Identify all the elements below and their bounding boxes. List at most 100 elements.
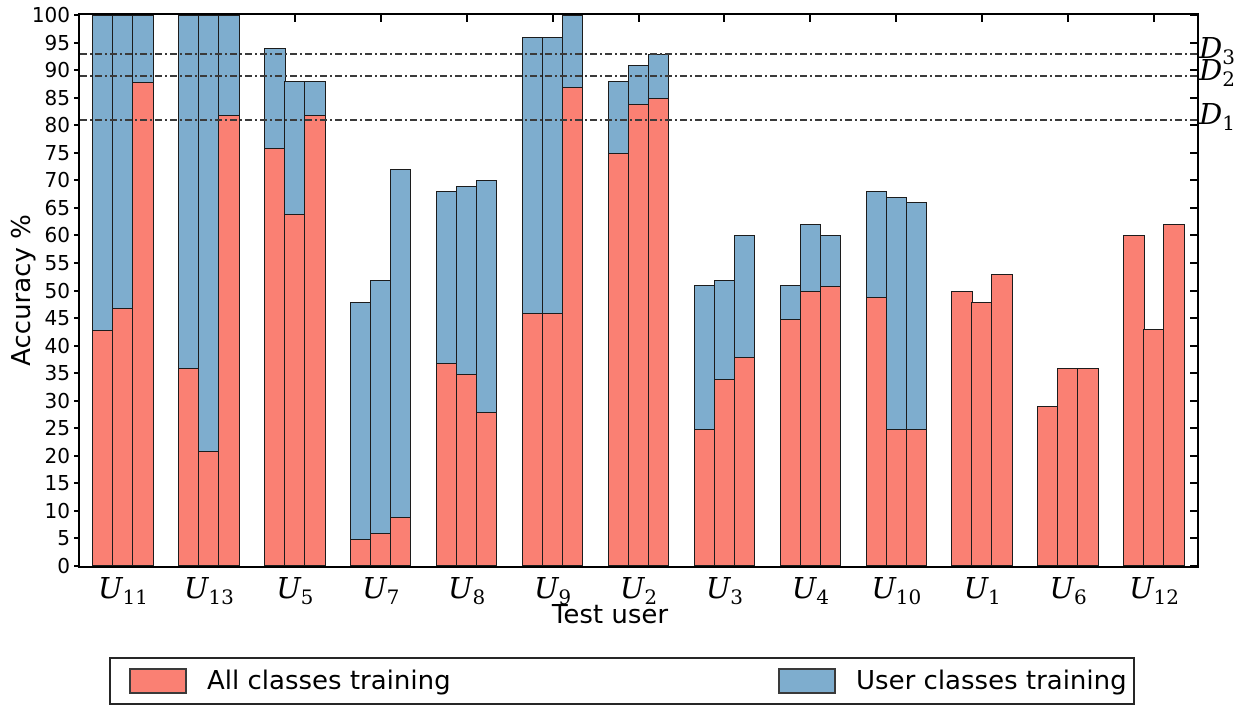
bar-segment-user-classes bbox=[799, 224, 822, 292]
bar-segment-user-classes bbox=[607, 81, 630, 155]
x-tick-mark-top bbox=[1067, 15, 1070, 22]
bar-segment-user-classes bbox=[218, 15, 240, 116]
bar-segment-all-classes bbox=[435, 362, 458, 566]
bar-segment-all-classes bbox=[627, 103, 650, 566]
y-tick-label: 35 bbox=[44, 361, 70, 386]
y-tick-mark bbox=[74, 14, 80, 16]
y-tick-mark bbox=[74, 41, 80, 44]
bar-segment-all-classes bbox=[1163, 224, 1185, 566]
bar-segment-all-classes bbox=[264, 147, 286, 566]
y-tick-mark bbox=[74, 206, 80, 209]
bar-segment-all-classes bbox=[693, 428, 716, 566]
x-tick-mark-top bbox=[379, 15, 382, 22]
reference-line-label: D3 bbox=[1199, 30, 1235, 69]
y-tick-mark bbox=[74, 289, 80, 292]
x-tick-label: U11 bbox=[98, 571, 148, 609]
plot-area bbox=[78, 13, 1199, 568]
y-tick-mark-right bbox=[1190, 565, 1197, 567]
x-tick-mark-top bbox=[981, 15, 984, 22]
y-tick-label: 75 bbox=[44, 140, 70, 165]
y-tick-mark-right bbox=[1190, 96, 1197, 99]
bar-segment-user-classes bbox=[733, 235, 756, 359]
y-tick-mark-right bbox=[1190, 41, 1197, 44]
y-tick-label: 60 bbox=[44, 223, 70, 248]
bar-segment-user-classes bbox=[693, 285, 716, 430]
y-tick-mark bbox=[74, 179, 80, 182]
bar-segment-all-classes bbox=[349, 538, 372, 566]
legend-entry-user-classes: User classes training bbox=[778, 666, 1127, 696]
y-tick-mark-right bbox=[1190, 509, 1197, 512]
y-tick-label: 15 bbox=[44, 471, 70, 496]
x-tick-label: U7 bbox=[362, 571, 400, 609]
x-tick-mark-top bbox=[637, 15, 640, 22]
legend-entry-all-classes: All classes training bbox=[129, 666, 451, 696]
y-tick-mark bbox=[74, 509, 80, 512]
bar-segment-all-classes bbox=[521, 312, 544, 566]
y-tick-label: 85 bbox=[44, 85, 70, 110]
bar-segment-all-classes bbox=[218, 114, 240, 566]
bar-segment-user-classes bbox=[435, 191, 458, 364]
y-tick-mark-right bbox=[1190, 537, 1197, 540]
x-tick-label: U9 bbox=[533, 571, 572, 609]
y-tick-label: 50 bbox=[44, 278, 70, 303]
bar-segment-all-classes bbox=[1123, 235, 1145, 566]
x-tick-label: U3 bbox=[705, 571, 744, 609]
bar-segment-user-classes bbox=[865, 191, 888, 298]
y-tick-mark-right bbox=[1190, 427, 1197, 430]
y-tick-mark bbox=[74, 427, 80, 430]
bar-segment-all-classes bbox=[284, 213, 306, 566]
bar-segment-user-classes bbox=[561, 15, 584, 89]
bar-segment-all-classes bbox=[1143, 329, 1165, 566]
y-tick-mark-right bbox=[1190, 372, 1197, 375]
bar-segment-all-classes bbox=[713, 378, 736, 566]
y-tick-mark-right bbox=[1190, 234, 1197, 237]
bar-segment-user-classes bbox=[521, 37, 544, 315]
y-tick-label: 65 bbox=[44, 195, 70, 220]
bar-segment-all-classes bbox=[779, 318, 802, 566]
y-tick-mark bbox=[74, 234, 80, 237]
bar-segment-all-classes bbox=[799, 290, 822, 566]
y-tick-label: 10 bbox=[44, 498, 70, 523]
y-tick-mark bbox=[74, 261, 80, 264]
y-tick-mark-right bbox=[1190, 399, 1197, 402]
x-tick-label: U10 bbox=[871, 571, 922, 609]
reference-line-label: D1 bbox=[1199, 96, 1235, 135]
y-tick-mark bbox=[74, 317, 80, 320]
y-tick-label: 20 bbox=[44, 443, 70, 468]
y-tick-mark bbox=[74, 565, 80, 567]
bar-segment-user-classes bbox=[264, 48, 286, 149]
legend-label-all-classes: All classes training bbox=[207, 666, 451, 696]
y-tick-mark-right bbox=[1190, 289, 1197, 292]
y-tick-label: 95 bbox=[44, 30, 70, 55]
bar-segment-user-classes bbox=[819, 235, 842, 287]
bar-segment-user-classes bbox=[779, 285, 802, 320]
x-tick-mark-top bbox=[809, 15, 812, 22]
y-tick-mark-right bbox=[1190, 206, 1197, 209]
y-tick-mark-right bbox=[1190, 261, 1197, 264]
y-tick-mark-right bbox=[1190, 124, 1197, 127]
bar-segment-all-classes bbox=[1037, 406, 1059, 566]
bar-segment-user-classes bbox=[178, 15, 200, 370]
x-tick-mark-top bbox=[723, 15, 726, 22]
x-tick-mark-top bbox=[551, 15, 554, 22]
bar-segment-user-classes bbox=[112, 15, 134, 309]
y-tick-mark-right bbox=[1190, 69, 1197, 72]
bar-segment-all-classes bbox=[369, 532, 392, 566]
y-tick-label: 45 bbox=[44, 306, 70, 331]
bar-segment-all-classes bbox=[389, 516, 412, 566]
bar-segment-all-classes bbox=[112, 307, 134, 566]
bar-segment-user-classes bbox=[541, 37, 564, 315]
y-tick-label: 30 bbox=[44, 388, 70, 413]
y-tick-label: 55 bbox=[44, 250, 70, 275]
y-tick-mark bbox=[74, 399, 80, 402]
y-tick-mark bbox=[74, 69, 80, 72]
y-tick-label: 0 bbox=[57, 554, 70, 578]
bar-segment-user-classes bbox=[304, 81, 326, 116]
y-tick-label: 70 bbox=[44, 168, 70, 193]
bar-segment-all-classes bbox=[607, 152, 630, 566]
y-tick-label: 90 bbox=[44, 58, 70, 83]
bar-segment-all-classes bbox=[991, 273, 1013, 566]
y-tick-mark-right bbox=[1190, 317, 1197, 320]
bar-segment-user-classes bbox=[284, 81, 306, 215]
